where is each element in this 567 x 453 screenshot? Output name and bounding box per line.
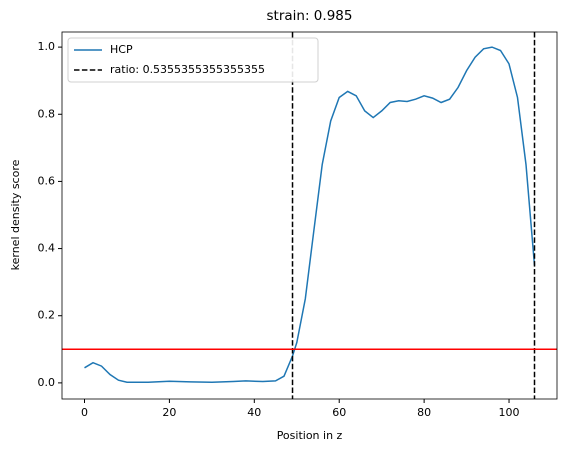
data-line (84, 46, 536, 383)
chart-title: strain: 0.985 (267, 8, 353, 24)
x-tick-label: 60 (332, 406, 346, 419)
y-tick-label: 1.0 (38, 40, 56, 53)
x-tick-label: 20 (162, 406, 176, 419)
y-tick-label: 0.8 (38, 107, 56, 120)
x-tick-label: 100 (499, 406, 520, 419)
x-tick-label: 0 (81, 406, 88, 419)
legend-box (67, 37, 319, 83)
x-tick-label: 80 (417, 406, 431, 419)
y-tick-label: 0.0 (38, 376, 56, 389)
y-tick-label: 0.2 (38, 309, 56, 322)
y-axis-label: kernel density score (9, 159, 22, 270)
x-axis-label: Position in z (277, 429, 343, 442)
y-tick-label: 0.4 (38, 242, 56, 255)
y-tick-label: 0.6 (38, 174, 56, 187)
x-tick-label: 40 (247, 406, 261, 419)
legend-label: HCP (110, 43, 133, 56)
plot-frame (61, 31, 558, 400)
legend-label: ratio: 0.5355355355355355 (110, 63, 265, 76)
